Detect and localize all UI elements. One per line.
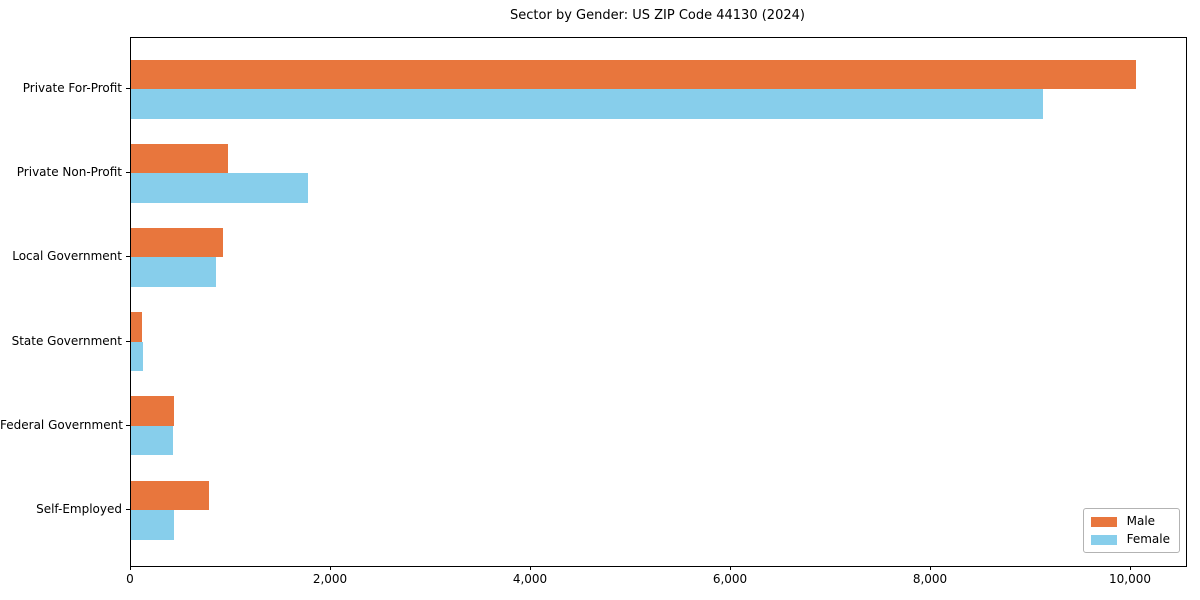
x-tick-mark — [530, 566, 531, 570]
bar-female-3 — [131, 257, 216, 287]
x-tick-mark — [930, 566, 931, 570]
legend-label-female: Female — [1126, 532, 1170, 546]
legend-row-female: Female — [1090, 532, 1170, 546]
legend-label-male: Male — [1126, 514, 1156, 528]
x-tick-mark — [330, 566, 331, 570]
plot-area — [130, 37, 1187, 567]
bar-female-1 — [131, 89, 1043, 119]
bar-female-6 — [131, 510, 174, 540]
bar-male-3 — [131, 227, 223, 258]
y-tick-label: Private Non-Profit — [16, 165, 122, 180]
bar-female-5 — [131, 425, 173, 456]
x-tick-label: 10,000 — [1109, 572, 1151, 586]
y-tick-mark — [126, 509, 130, 510]
x-tick-label: 4,000 — [512, 572, 548, 586]
x-tick-label: 0 — [126, 572, 134, 586]
y-tick-mark — [126, 88, 130, 89]
chart-title: Sector by Gender: US ZIP Code 44130 (202… — [510, 8, 805, 23]
bar-female-4 — [131, 341, 143, 372]
x-tick-label: 8,000 — [912, 572, 948, 586]
y-tick-label: Local Government — [12, 249, 122, 264]
y-tick-mark — [126, 172, 130, 174]
y-tick-mark — [126, 256, 130, 258]
bar-male-6 — [131, 480, 209, 510]
x-tick-label: 6,000 — [712, 572, 748, 586]
y-tick-label: Federal Government — [0, 417, 123, 432]
legend-swatch-male — [1090, 516, 1117, 527]
bar-male-4 — [131, 312, 142, 342]
x-tick-mark — [730, 566, 731, 570]
y-tick-mark — [126, 340, 130, 342]
legend-row-male: Male — [1090, 514, 1170, 528]
bar-female-2 — [131, 173, 308, 203]
x-tick-mark — [1130, 566, 1131, 570]
x-tick-mark — [130, 566, 131, 570]
x-tick-label: 2,000 — [312, 572, 348, 586]
y-tick-mark — [126, 424, 130, 426]
legend: Male Female — [1082, 508, 1180, 553]
legend-swatch-female — [1090, 534, 1117, 545]
y-tick-label: State Government — [11, 333, 122, 348]
y-tick-label: Private For-Profit — [22, 81, 122, 95]
bar-male-2 — [131, 143, 228, 174]
bar-male-1 — [131, 59, 1136, 89]
y-tick-label: Self-Employed — [36, 502, 122, 516]
bar-male-5 — [131, 396, 174, 426]
